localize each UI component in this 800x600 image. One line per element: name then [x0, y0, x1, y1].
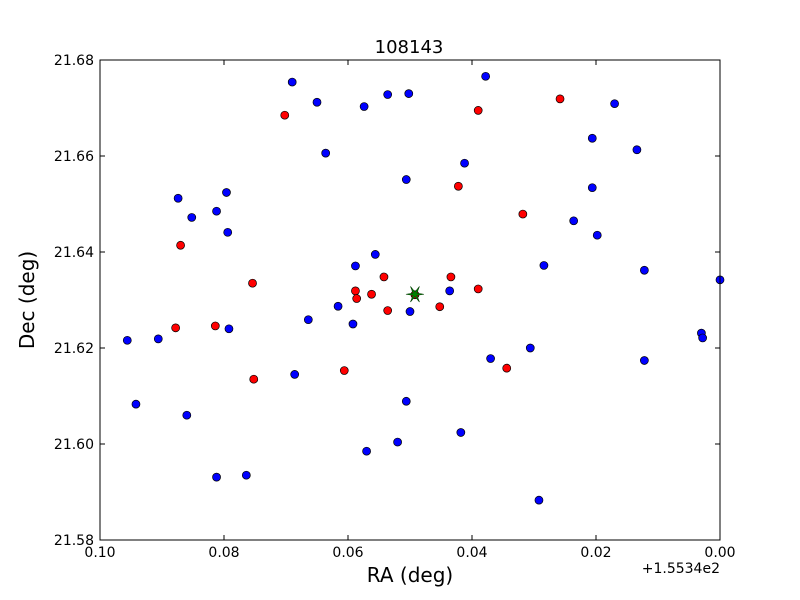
- data-point: [222, 188, 231, 197]
- data-point: [212, 206, 221, 216]
- data-point: [303, 315, 313, 325]
- data-point: [352, 294, 362, 303]
- data-point: [569, 216, 579, 226]
- data-point: [287, 77, 297, 87]
- y-tick-label: 21.66: [54, 149, 94, 165]
- data-point: [312, 97, 322, 107]
- data-point: [359, 102, 369, 111]
- data-point: [379, 272, 389, 282]
- data-point: [393, 437, 402, 447]
- data-point: [698, 333, 707, 343]
- data-point: [122, 335, 132, 345]
- x-tick-label: 0.06: [332, 545, 363, 561]
- data-point: [502, 363, 512, 373]
- data-point: [249, 374, 259, 384]
- data-point: [481, 71, 490, 81]
- data-point: [456, 428, 466, 437]
- data-point: [640, 265, 649, 275]
- data-point: [640, 356, 649, 365]
- plot-background: [100, 60, 720, 540]
- data-point: [362, 446, 371, 456]
- data-point: [383, 90, 393, 99]
- data-point: [445, 286, 455, 296]
- data-point: [176, 240, 185, 250]
- data-point: [632, 145, 642, 155]
- data-point: [401, 396, 411, 406]
- x-tick-label: 0.00: [704, 545, 735, 561]
- x-tick-labels: 0.10 0.08 0.06 0.04 0.02 0.00: [84, 545, 735, 561]
- data-point: [460, 158, 469, 168]
- data-point: [404, 89, 414, 98]
- x-offset-label: +1.5534e2: [642, 561, 720, 577]
- x-tick-label: 0.04: [456, 545, 487, 561]
- data-point: [290, 370, 300, 379]
- y-tick-label: 21.62: [54, 341, 94, 357]
- data-point: [223, 227, 233, 237]
- data-point: [351, 261, 360, 271]
- data-point: [212, 472, 221, 482]
- data-point: [367, 289, 376, 299]
- y-tick-label: 21.68: [54, 53, 94, 69]
- data-point: [454, 181, 463, 191]
- data-point: [446, 272, 456, 282]
- y-tick-labels: 21.58 21.60 21.62 21.64 21.66 21.68: [54, 53, 94, 549]
- target-marker: [405, 286, 425, 303]
- y-tick-label: 21.60: [54, 437, 94, 453]
- data-point: [348, 319, 358, 329]
- data-point: [473, 284, 483, 294]
- data-point: [486, 354, 495, 363]
- chart-title: 108143: [375, 37, 444, 58]
- data-point: [224, 324, 234, 334]
- data-point: [153, 334, 163, 344]
- data-point: [173, 193, 183, 203]
- data-point: [187, 213, 197, 222]
- data-point: [518, 209, 528, 219]
- plot-area: [99, 59, 725, 541]
- data-point: [435, 302, 445, 312]
- data-point: [587, 133, 597, 143]
- data-point: [280, 110, 290, 120]
- data-point: [587, 183, 597, 193]
- y-tick-label: 21.58: [54, 533, 94, 549]
- data-point: [333, 301, 343, 311]
- x-tick-label: 0.08: [208, 545, 239, 561]
- data-point: [241, 470, 251, 480]
- data-point: [539, 261, 549, 270]
- data-point: [370, 250, 380, 259]
- data-point: [171, 323, 180, 333]
- data-point: [555, 94, 565, 104]
- target-star-marker: [405, 286, 425, 303]
- data-point: [131, 399, 141, 409]
- data-point: [339, 366, 349, 375]
- y-tick-label: 21.64: [54, 245, 94, 261]
- data-point: [383, 306, 393, 315]
- x-tick-label: 0.10: [84, 545, 115, 561]
- data-point: [401, 175, 411, 184]
- data-point: [405, 307, 415, 316]
- data-point: [351, 286, 360, 296]
- plot-frame: [99, 59, 721, 541]
- data-point: [210, 321, 220, 331]
- data-point: [525, 343, 535, 353]
- data-point: [248, 278, 257, 288]
- data-point: [321, 148, 331, 158]
- data-point: [182, 410, 192, 420]
- x-tick-label: 0.02: [580, 545, 611, 561]
- data-point: [473, 106, 483, 115]
- data-points: [122, 71, 725, 505]
- data-point: [610, 99, 619, 109]
- data-point: [592, 230, 602, 240]
- data-point: [534, 495, 544, 505]
- y-axis-label: Dec (deg): [15, 251, 39, 349]
- x-axis-label: RA (deg): [367, 563, 453, 587]
